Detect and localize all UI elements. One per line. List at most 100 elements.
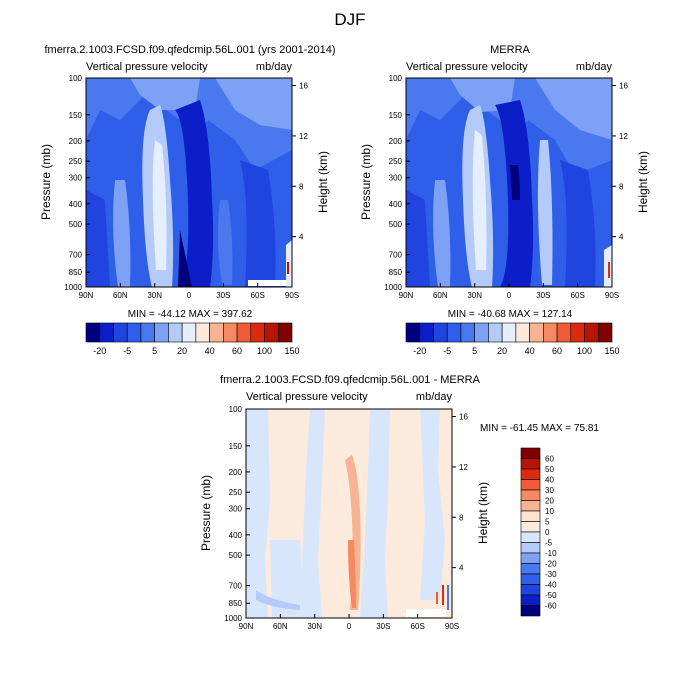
colorbar-label: 5	[152, 346, 157, 356]
colorbar-label: 10	[545, 507, 554, 516]
colorbar-label: 60	[545, 455, 554, 464]
y-tick-label: 1000	[64, 283, 82, 292]
x-tick-label: 60N	[433, 291, 448, 300]
colorbar-label: -30	[545, 570, 557, 579]
field-region	[270, 540, 305, 618]
y-tick-label: 250	[69, 157, 83, 166]
colorbar-swatch	[85, 322, 101, 343]
colorbar-label: 20	[177, 346, 187, 356]
colorbar-label: -5	[123, 346, 131, 356]
field-region	[86, 190, 110, 287]
colorbar-swatch	[264, 322, 279, 343]
x-tick-label: 0	[507, 291, 512, 300]
colorbar-swatch	[195, 322, 210, 343]
x-tick-label: 90N	[239, 622, 254, 631]
field-region	[560, 160, 596, 287]
colorbar-swatch	[520, 563, 541, 575]
field-region	[246, 409, 270, 618]
x-tick-label: 30N	[467, 291, 482, 300]
field-region	[608, 262, 610, 278]
colorbar-swatch	[126, 322, 142, 343]
y2-tick-label: 8	[459, 513, 464, 522]
field-region	[130, 78, 200, 110]
colorbar-swatch	[520, 479, 541, 491]
x-tick-label: 30N	[307, 622, 322, 631]
colorbar-label: 150	[604, 346, 619, 356]
y-tick-label: 1000	[224, 614, 242, 623]
colorbar-swatch	[99, 322, 114, 343]
field-region	[300, 409, 325, 618]
y-tick-label: 100	[229, 405, 243, 414]
colorbar-swatch	[515, 322, 530, 343]
colorbar-swatch	[520, 594, 541, 606]
y2-tick-label: 16	[299, 82, 308, 91]
y-tick-label: 850	[69, 268, 83, 277]
panel-diff-ylabel: Pressure (mb)	[199, 475, 213, 551]
colorbar-swatch	[520, 468, 541, 480]
field-region	[537, 140, 553, 285]
panel-model-colorbar: -20 -5 5 20 40 60 100 150	[85, 322, 300, 356]
y2-tick-label: 4	[619, 233, 624, 242]
field-region	[345, 455, 361, 610]
colorbar-swatch	[113, 322, 128, 343]
y-tick-label: 500	[69, 220, 83, 229]
x-tick-label: 90N	[399, 291, 414, 300]
field-region	[360, 409, 390, 618]
field-region	[287, 262, 289, 274]
field-region	[433, 180, 451, 287]
panel-model-subtitle-right: mb/day	[256, 61, 293, 73]
colorbar-label: 30	[545, 486, 554, 495]
colorbar-label: 100	[577, 346, 592, 356]
y-tick-label: 150	[229, 442, 243, 451]
y2-tick-label: 12	[619, 132, 628, 141]
colorbar-label: -10	[545, 549, 557, 558]
y-tick-label: 300	[69, 174, 83, 183]
y-tick-label: 200	[69, 137, 83, 146]
field-region	[442, 585, 444, 605]
colorbar-swatch	[597, 322, 613, 343]
field-region	[175, 100, 214, 287]
y2-tick-label: 8	[619, 182, 624, 191]
colorbar-label: 100	[257, 346, 272, 356]
colorbar-swatch	[520, 489, 541, 501]
colorbar-swatch	[433, 322, 448, 343]
colorbar-swatch	[209, 322, 224, 343]
colorbar-swatch	[584, 322, 599, 343]
panel-merra-title: MERRA	[490, 44, 530, 56]
colorbar-swatch	[488, 322, 503, 343]
x-tick-label: 30S	[536, 291, 550, 300]
colorbar-label: 40	[525, 346, 535, 356]
colorbar-swatch	[140, 322, 155, 343]
colorbar-swatch	[543, 322, 558, 343]
colorbar-swatch	[223, 322, 238, 343]
colorbar-swatch	[556, 322, 572, 343]
colorbar-swatch	[154, 322, 169, 343]
field-region	[472, 130, 487, 270]
y-tick-label: 1000	[384, 283, 402, 292]
colorbar-swatch	[520, 458, 541, 470]
y-tick-label: 200	[389, 137, 403, 146]
colorbar-label: 40	[205, 346, 215, 356]
colorbar-label: 0	[545, 528, 550, 537]
panel-model-field	[86, 78, 292, 287]
panel-merra-subtitle-left: Vertical pressure velocity	[406, 61, 528, 73]
y-tick-label: 400	[389, 200, 403, 209]
colorbar-label: 50	[545, 465, 554, 474]
x-tick-label: 90S	[445, 622, 459, 631]
y2-tick-label: 4	[459, 564, 464, 573]
colorbar-swatch	[520, 447, 541, 459]
panel-merra-stats: MIN = -40.68 MAX = 127.14	[448, 309, 573, 320]
panel-diff-stats: MIN = -61.45 MAX = 75.81	[480, 423, 599, 434]
y2-tick-label: 16	[459, 413, 468, 422]
panel-merra-field	[406, 78, 612, 287]
panel-model-stats: MIN = -44.12 MAX = 397.62	[128, 309, 253, 320]
y-tick-label: 300	[389, 174, 403, 183]
field-region	[348, 540, 356, 608]
panel-diff-subtitle-right: mb/day	[416, 391, 453, 403]
x-tick-label: 60S	[251, 291, 265, 300]
y-tick-label: 100	[69, 74, 83, 83]
x-tick-label: 0	[347, 622, 352, 631]
